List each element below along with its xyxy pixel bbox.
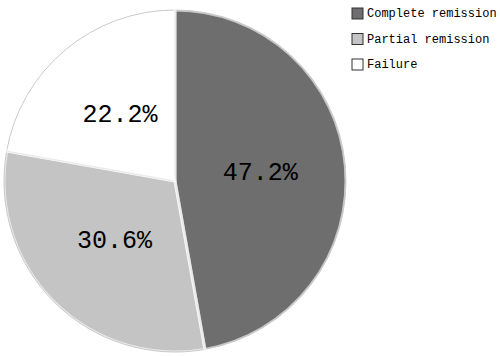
pie	[4, 10, 346, 352]
slice-separator	[7, 10, 175, 181]
legend-label: Partial remission	[367, 33, 489, 47]
legend-item: Complete remission	[352, 7, 497, 21]
legend-swatch	[352, 34, 363, 45]
legend-item: Partial remission	[352, 33, 489, 47]
legend-item: Failure	[352, 58, 417, 72]
slice-separator	[175, 10, 346, 349]
chart: 47.2% 30.6% 22.2% Complete remission Partial…	[0, 0, 500, 356]
pie-slice	[7, 10, 175, 181]
data-label: 47.2%	[223, 159, 299, 188]
legend-label: Failure	[367, 58, 417, 72]
legend-swatch	[352, 8, 363, 19]
legend-swatch	[352, 59, 363, 70]
data-label: 22.2%	[83, 101, 159, 130]
legend: Complete remission Partial remission Failu…	[352, 7, 497, 72]
data-labels: 47.2% 30.6% 22.2%	[77, 101, 299, 256]
pie-slice	[175, 10, 346, 349]
legend-label: Complete remission	[367, 7, 497, 21]
data-label: 30.6%	[77, 227, 153, 256]
